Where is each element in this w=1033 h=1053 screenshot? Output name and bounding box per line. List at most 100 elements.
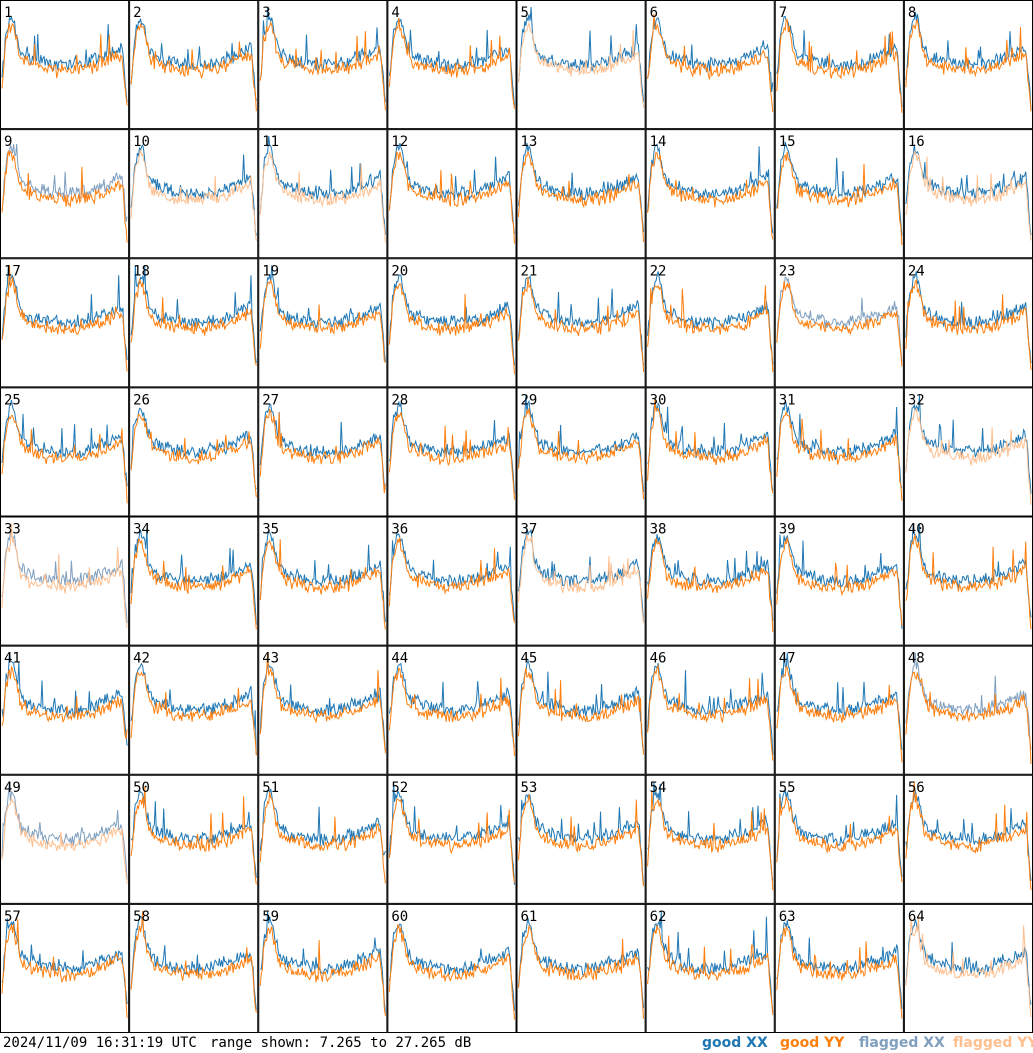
panel-frame xyxy=(774,903,904,1033)
series-yy-good xyxy=(259,926,386,1017)
panel-label: 13 xyxy=(521,134,538,150)
panel-42: 42 xyxy=(129,645,259,775)
panel-label: 35 xyxy=(262,522,279,538)
series-xx-good xyxy=(1,399,128,487)
series-xx-good xyxy=(388,923,515,1011)
footer: 2024/11/09 16:31:19 UTC range shown: 7.2… xyxy=(0,1033,1033,1053)
series-yy-good xyxy=(259,791,386,884)
panel-49: 49 xyxy=(0,774,130,904)
panel-30: 30 xyxy=(645,387,775,517)
panel-label: 27 xyxy=(262,392,279,408)
panel-frame xyxy=(516,903,646,1033)
panel-label: 46 xyxy=(650,651,667,667)
panel-label: 52 xyxy=(391,780,408,796)
panel-label: 56 xyxy=(908,780,925,796)
series-xx-good xyxy=(776,401,903,488)
series-yy-good xyxy=(259,652,386,754)
panel-36: 36 xyxy=(387,516,517,646)
panel-label: 4 xyxy=(391,5,399,21)
series-yy-good xyxy=(647,398,774,494)
panel-frame xyxy=(0,0,130,130)
panel-frame xyxy=(774,258,904,388)
series-yy-good xyxy=(130,278,257,366)
series-xx-flagged xyxy=(905,652,1032,750)
range-shown: range shown: 7.265 to 27.265 dB xyxy=(210,1035,472,1051)
panel-55: 55 xyxy=(774,774,904,904)
panel-label: 9 xyxy=(4,134,12,150)
series-xx-good xyxy=(130,144,257,236)
panel-label: 19 xyxy=(262,263,279,279)
panel-8: 8 xyxy=(903,0,1033,130)
series-xx-good xyxy=(647,534,774,621)
series-yy-good xyxy=(130,786,257,885)
series-yy-flagged xyxy=(259,151,386,243)
legend-flagged-xx: flagged XX xyxy=(859,1035,945,1051)
panel-frame xyxy=(258,645,388,775)
panel-11: 11 xyxy=(258,129,388,259)
panel-51: 51 xyxy=(258,774,388,904)
series-yy-good xyxy=(905,781,1032,891)
panel-17: 17 xyxy=(0,258,130,388)
series-yy-good xyxy=(388,282,515,375)
panel-label: 2 xyxy=(133,5,141,21)
panel-50: 50 xyxy=(129,774,259,904)
series-xx-good xyxy=(1,15,128,103)
panel-7: 7 xyxy=(774,0,904,130)
panel-label: 49 xyxy=(4,780,21,796)
panel-frame xyxy=(0,903,130,1033)
panel-29: 29 xyxy=(516,387,646,517)
series-yy-good xyxy=(259,278,386,364)
series-yy-flagged xyxy=(905,915,1032,1018)
series-yy-good xyxy=(647,663,774,761)
series-xx-flagged xyxy=(1,529,128,624)
panel-frame xyxy=(129,774,259,904)
series-yy-good xyxy=(776,280,903,367)
series-yy-good xyxy=(388,537,515,623)
panel-33: 33 xyxy=(0,516,130,646)
panel-12: 12 xyxy=(387,129,517,259)
series-yy-good xyxy=(518,408,645,500)
panel-48: 48 xyxy=(903,645,1033,775)
panel-frame xyxy=(258,258,388,388)
panel-frame xyxy=(645,645,775,775)
series-yy-good xyxy=(905,18,1032,112)
series-yy-good xyxy=(1,666,128,739)
panel-63: 63 xyxy=(774,903,904,1033)
series-yy-good xyxy=(776,410,903,501)
panel-58: 58 xyxy=(129,903,259,1033)
panel-frame xyxy=(129,387,259,517)
panel-frame xyxy=(258,0,388,130)
panel-47: 47 xyxy=(774,645,904,775)
panel-label: 32 xyxy=(908,392,925,408)
panel-label: 62 xyxy=(650,909,667,925)
panel-1: 1 xyxy=(0,0,130,130)
panel-21: 21 xyxy=(516,258,646,388)
legend-good-xx: good XX xyxy=(702,1035,768,1051)
panel-61: 61 xyxy=(516,903,646,1033)
panel-35: 35 xyxy=(258,516,388,646)
series-xx-good xyxy=(905,523,1032,618)
panel-label: 44 xyxy=(391,651,408,667)
panel-57: 57 xyxy=(0,903,130,1033)
series-yy-good xyxy=(647,538,774,633)
series-yy-good xyxy=(518,667,645,755)
panel-label: 59 xyxy=(262,909,279,925)
panel-label: 3 xyxy=(262,5,270,21)
series-xx-good xyxy=(1,918,128,1005)
panel-44: 44 xyxy=(387,645,517,775)
series-yy-good xyxy=(259,408,386,494)
panel-6: 6 xyxy=(645,0,775,130)
panel-label: 11 xyxy=(262,134,279,150)
panel-4: 4 xyxy=(387,0,517,130)
panel-label: 34 xyxy=(133,522,150,538)
panel-label: 21 xyxy=(521,263,538,279)
series-yy-good xyxy=(130,910,257,1013)
series-yy-good xyxy=(905,671,1032,765)
series-yy-good xyxy=(905,533,1032,630)
series-yy-good xyxy=(776,151,903,246)
panel-56: 56 xyxy=(903,774,1033,904)
series-yy-good xyxy=(259,539,386,630)
panel-5: 5 xyxy=(516,0,646,130)
series-yy-flagged xyxy=(518,534,645,623)
series-yy-good xyxy=(1,150,128,243)
